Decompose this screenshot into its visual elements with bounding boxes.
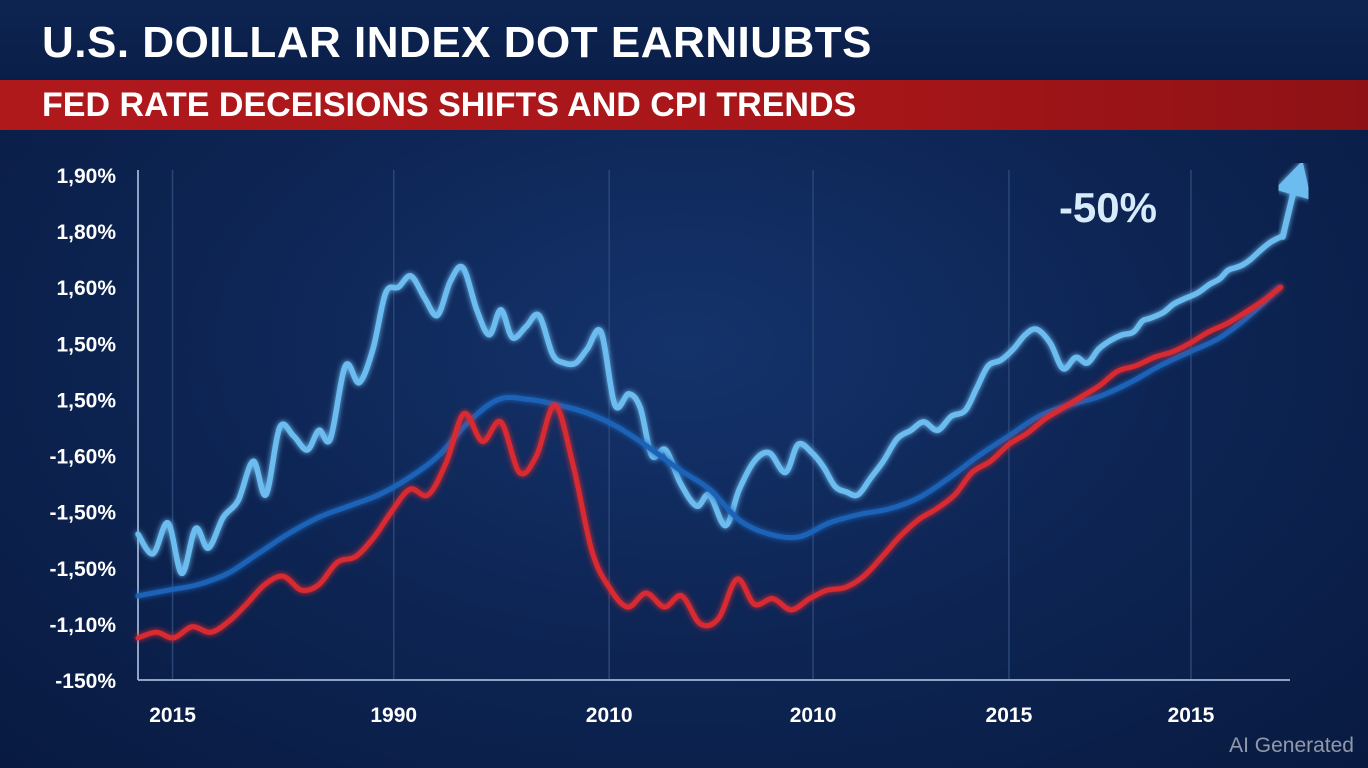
y-tick-label: -1,50%	[49, 502, 116, 525]
y-tick-label: 1,90%	[56, 165, 116, 188]
series-line-red	[135, 284, 1284, 641]
annotation-label: -50%	[1059, 184, 1157, 231]
watermark: AI Generated	[1229, 734, 1354, 757]
y-axis-ticks: 1,90% 1,80% 1,60% 1,50% 1,50% -1,60% -1,50% -1,…	[49, 165, 116, 693]
y-tick-label: 1,80%	[56, 221, 116, 244]
y-tick-label: -1,50%	[49, 558, 116, 581]
y-tick-label: -150%	[55, 670, 116, 693]
x-tick-label: 2015	[1168, 704, 1215, 727]
y-tick-label: -1,60%	[49, 446, 116, 469]
series-lines	[135, 233, 1284, 641]
chart-title: U.S. DOILLAR INDEX DOT EARNIUBTS	[42, 18, 873, 67]
y-tick-label: 1,60%	[56, 277, 116, 300]
annotation: -50%	[1059, 160, 1312, 240]
x-tick-label: 1990	[370, 704, 417, 727]
trend-arrow-icon	[1274, 160, 1312, 240]
chart-subtitle: FED RATE DECEISIONS SHIFTS AND CPI TREND…	[42, 86, 857, 124]
x-tick-label: 2015	[149, 704, 196, 727]
x-axis-ticks: 2015 1990 2010 2010 2015 2015	[149, 704, 1214, 727]
series-line-light-blue	[135, 233, 1284, 577]
x-tick-label: 2010	[586, 704, 633, 727]
subtitle-banner: FED RATE DECEISIONS SHIFTS AND CPI TREND…	[0, 80, 1368, 130]
y-tick-label: 1,50%	[56, 389, 116, 412]
series-line-dark-blue	[135, 284, 1283, 599]
line-chart: 1,90% 1,80% 1,60% 1,50% 1,50% -1,60% -1,50% -1,…	[49, 160, 1312, 727]
x-tick-label: 2015	[986, 704, 1033, 727]
y-tick-label: 1,50%	[56, 333, 116, 356]
y-tick-label: -1,10%	[49, 614, 116, 637]
title-bar: U.S. DOILLAR INDEX DOT EARNIUBTS	[0, 0, 1368, 80]
x-tick-label: 2010	[790, 704, 837, 727]
